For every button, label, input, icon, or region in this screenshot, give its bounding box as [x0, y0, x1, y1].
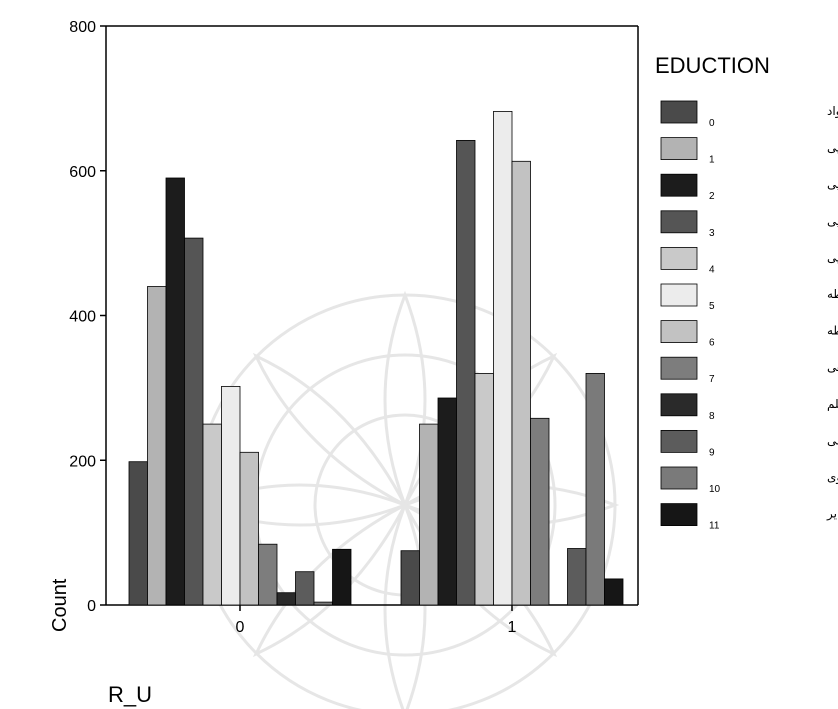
legend-swatch: [660, 246, 698, 270]
legend-swatch: [660, 429, 698, 453]
y-tick-label: 800: [69, 19, 96, 36]
legend: EDUCTION 0 بی‌سواد 1 ابتدایی 2 پایان ابتدایی 3…: [655, 53, 838, 532]
legend-label: بی‌سواد: [827, 104, 838, 119]
bar-edu-3-ru-1: [456, 139, 476, 606]
legend-item-6: 6 پایان متوسطه: [660, 320, 838, 349]
legend-code: 1: [709, 155, 715, 166]
legend-label: راهنمایی: [827, 214, 838, 229]
legend-item-5: 5 دوره متوسطه: [660, 283, 838, 312]
legend-swatch: [660, 137, 698, 161]
legend-item-8: 8 فوق دیپلم: [660, 393, 838, 422]
bar-edu-7-ru-0: [258, 543, 278, 606]
y-tick-label: 200: [69, 453, 96, 470]
legend-code: 7: [709, 374, 715, 385]
legend-swatch: [660, 320, 698, 344]
legend-code: 10: [709, 484, 721, 495]
bar-edu-4-ru-1: [474, 372, 494, 606]
legend-title: EDUCTION: [655, 53, 770, 78]
legend-swatch: [660, 173, 698, 197]
bar-edu-1-ru-1: [419, 423, 439, 606]
y-axis-label: Count: [49, 578, 71, 632]
bar-edu-9-ru-1: [567, 548, 587, 606]
legend-code: 8: [709, 411, 715, 422]
bar-edu-6-ru-0: [239, 451, 259, 606]
bar-edu-1-ru-0: [147, 286, 167, 606]
legend-label: سایر: [826, 507, 838, 522]
legend-swatch: [660, 503, 698, 527]
y-axis-ticks: 0 200 400 600 800: [69, 19, 106, 615]
bar-edu-8-ru-0: [276, 592, 296, 606]
legend-item-0: 0 بی‌سواد: [660, 100, 838, 129]
legend-label: پایان ابتدایی: [827, 177, 838, 191]
x-axis-label: R_U: [108, 682, 152, 707]
legend-item-7: 7 پیش دانشگاهی: [660, 356, 838, 385]
watermark-ornament: [190, 290, 620, 709]
legend-swatch: [660, 283, 698, 307]
legend-label: سایر دوره های عالی: [827, 433, 838, 448]
legend-swatch: [660, 210, 698, 234]
bars: [128, 111, 624, 606]
bar-edu-11-ru-1: [604, 578, 624, 606]
legend-code: 9: [709, 447, 715, 458]
legend-code: 2: [709, 191, 715, 202]
bar-edu-0-ru-1: [400, 550, 420, 606]
legend-label: پیش دانشگاهی: [827, 360, 838, 375]
legend-item-9: 9 سایر دوره های عالی: [660, 429, 838, 458]
legend-item-3: 3 راهنمایی: [660, 210, 838, 239]
legend-code: 4: [709, 264, 715, 275]
legend-label: دوره متوسطه: [827, 287, 838, 302]
legend-label: پایان متوسطه: [827, 324, 838, 339]
legend-swatch: [660, 100, 698, 124]
bar-edu-4-ru-0: [202, 423, 222, 606]
bar-edu-0-ru-0: [128, 461, 148, 606]
legend-item-10: 10 تحصیلات حوزوی: [660, 466, 838, 495]
legend-code: 11: [709, 521, 720, 532]
x-tick-label: 1: [508, 619, 517, 636]
legend-code: 6: [709, 338, 715, 349]
legend-label: ابتدایی: [827, 141, 838, 155]
legend-swatch: [660, 393, 698, 417]
legend-item-2: 2 پایان ابتدایی: [660, 173, 838, 202]
bar-edu-11-ru-0: [332, 548, 352, 606]
bar-edu-5-ru-1: [493, 111, 513, 606]
legend-label: پایان راهنمایی: [827, 250, 838, 265]
bar-edu-10-ru-1: [585, 372, 605, 606]
bar-edu-5-ru-0: [221, 385, 241, 606]
legend-swatch: [660, 356, 698, 380]
bar-edu-2-ru-0: [165, 177, 185, 606]
legend-item-11: 11 سایر: [660, 503, 838, 532]
legend-label: فوق دیپلم: [827, 397, 838, 412]
bar-edu-2-ru-1: [437, 397, 457, 606]
legend-swatch: [660, 466, 698, 490]
y-tick-label: 0: [87, 598, 96, 615]
bar-edu-10-ru-0: [313, 601, 333, 606]
bar-edu-9-ru-0: [295, 571, 315, 606]
legend-code: 0: [709, 118, 715, 129]
bar-edu-3-ru-0: [184, 237, 204, 606]
y-tick-label: 600: [69, 164, 96, 181]
y-tick-label: 400: [69, 309, 96, 326]
legend-item-1: 1 ابتدایی: [660, 137, 838, 166]
legend-label: تحصیلات حوزوی: [827, 470, 838, 485]
x-tick-label: 0: [236, 619, 245, 636]
legend-code: 5: [709, 301, 715, 312]
legend-code: 3: [709, 228, 715, 239]
legend-item-4: 4 پایان راهنمایی: [660, 246, 838, 275]
bar-edu-7-ru-1: [530, 417, 550, 606]
bar-edu-6-ru-1: [511, 160, 531, 606]
